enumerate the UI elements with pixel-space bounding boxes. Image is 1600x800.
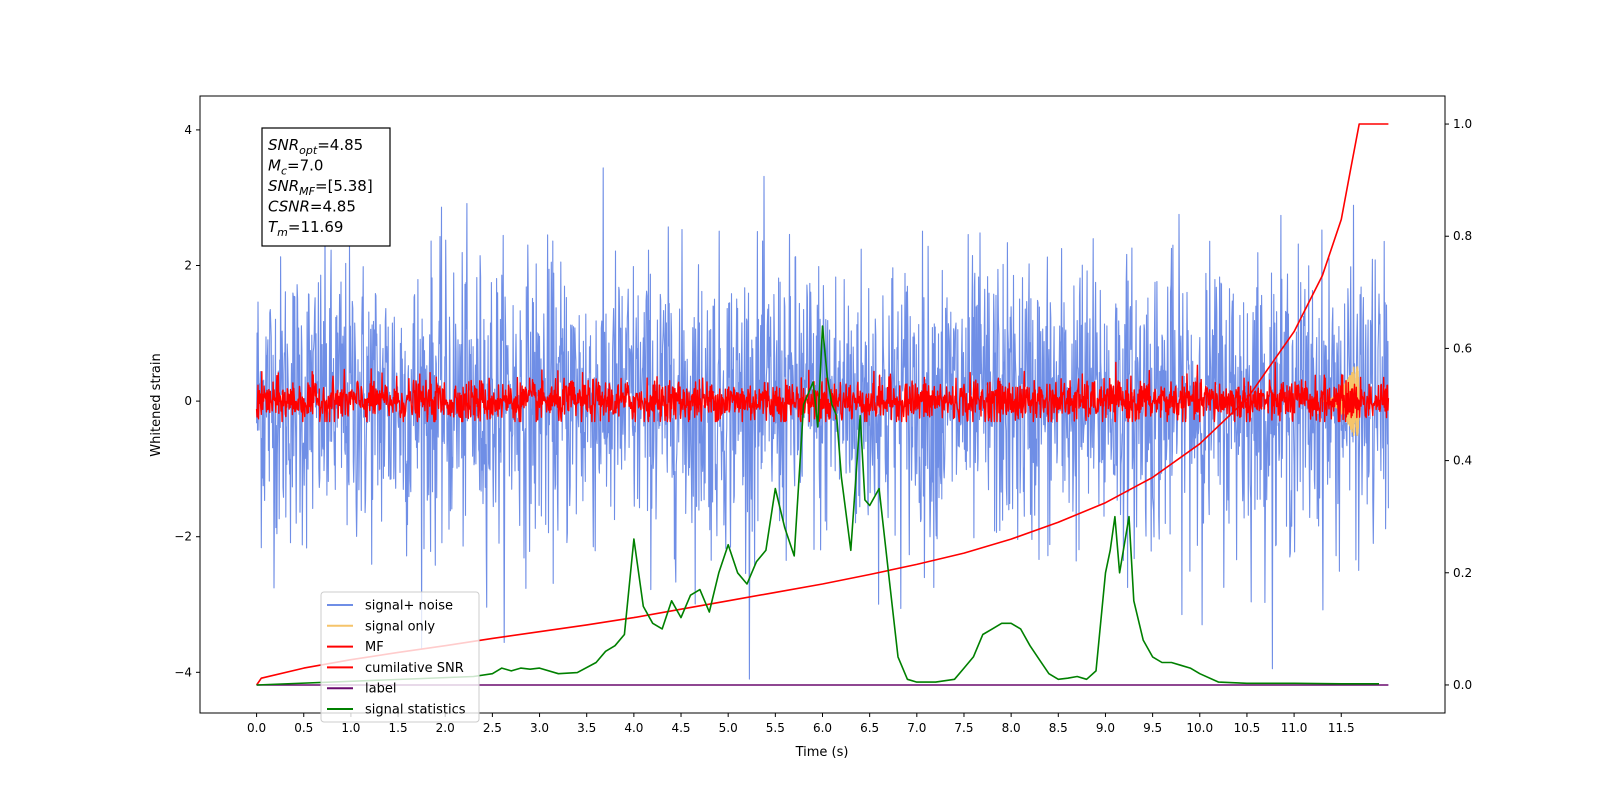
x-tick-label: 4.0: [624, 721, 643, 735]
annotation-subscript: opt: [299, 144, 318, 157]
legend-label: signal statistics: [365, 703, 466, 718]
y-axis-right: 0.0 0.2 0.4 0.6 0.8 1.0: [1445, 117, 1472, 692]
annotation-line: SNRopt=4.85: [268, 136, 363, 157]
annotation-symbol: M: [268, 157, 281, 175]
y2-tick-label: 0.8: [1453, 229, 1472, 243]
legend: signal+ noise signal only MF cumilative SNR…: [320, 591, 480, 723]
x-tick-label: 11.5: [1328, 721, 1355, 735]
annotation-line: CSNR=4.85: [268, 198, 356, 216]
x-tick-label: 8.5: [1049, 721, 1068, 735]
annotation-symbol: T: [268, 218, 279, 236]
x-tick-label: 6.5: [860, 721, 879, 735]
annotation-value: =[5.38]: [315, 177, 373, 195]
x-tick-label: 10.5: [1234, 721, 1261, 735]
y-axis-left: −4 −2 0 2 4: [174, 123, 200, 679]
y-tick-label: 0: [184, 394, 192, 408]
annotation-line: SNRMF=[5.38]: [268, 177, 373, 198]
x-tick-label: 8.0: [1002, 721, 1021, 735]
legend-label: label: [365, 682, 396, 697]
signal-statistics-series-line: [256, 325, 1379, 686]
annotation-box: SNRopt=4.85Mc=7.0SNRMF=[5.38]CSNR=4.85Tm…: [261, 127, 391, 247]
y-tick-label: −2: [174, 530, 192, 544]
y2-tick-label: 0.4: [1453, 454, 1472, 468]
annotation-value: =7.0: [287, 157, 323, 175]
x-tick-label: 5.5: [766, 721, 785, 735]
annotation-subscript: m: [277, 226, 288, 239]
x-tick-label: 0.0: [247, 721, 266, 735]
annotation-line: Mc=7.0: [268, 157, 323, 178]
y2-tick-label: 0.0: [1453, 678, 1472, 692]
x-tick-label: 7.0: [907, 721, 926, 735]
annotation-frame: [261, 127, 391, 247]
x-tick-label: 6.0: [813, 721, 832, 735]
x-tick-label: 2.5: [483, 721, 502, 735]
x-tick-label: 0.5: [294, 721, 313, 735]
legend-label: signal only: [365, 619, 435, 634]
x-tick-label: 3.5: [577, 721, 596, 735]
x-tick-label: 1.0: [341, 721, 360, 735]
annotation-line: Tm=11.69: [268, 218, 343, 239]
legend-label: signal+ noise: [365, 599, 453, 614]
x-tick-label: 3.0: [530, 721, 549, 735]
x-tick-label: 5.0: [719, 721, 738, 735]
y-axis-title: Whitened strain: [149, 353, 164, 456]
annotation-symbol: SNR: [268, 136, 299, 154]
x-tick-label: 9.0: [1096, 721, 1115, 735]
y-tick-label: 4: [184, 123, 192, 137]
x-tick-label: 2.0: [436, 721, 455, 735]
annotation-subscript: MF: [299, 185, 315, 198]
legend-label: MF: [365, 640, 384, 655]
x-tick-label: 1.5: [389, 721, 408, 735]
y2-tick-label: 0.6: [1453, 341, 1472, 355]
x-axis-title: Time (s): [795, 745, 849, 760]
annotation-symbol: CSNR: [268, 198, 310, 216]
y2-tick-label: 1.0: [1453, 117, 1472, 131]
annotation-value: =11.69: [288, 218, 344, 236]
annotation-value: =4.85: [310, 198, 356, 216]
x-tick-label: 11.0: [1281, 721, 1308, 735]
y-tick-label: 2: [184, 259, 192, 273]
x-tick-label: 4.5: [671, 721, 690, 735]
signal-noise-series-line: [256, 167, 1389, 680]
y2-tick-label: 0.2: [1453, 566, 1472, 580]
mf-series-line: [255, 361, 1390, 423]
x-tick-label: 7.5: [954, 721, 973, 735]
x-tick-label: 10.0: [1186, 721, 1213, 735]
legend-frame: [320, 591, 480, 723]
y-tick-label: −4: [174, 665, 192, 679]
annotation-subscript: c: [281, 165, 287, 178]
x-axis: 0.0 0.5 1.0 1.5 2.0 2.5 3.0 3.5 4.0 4.5 5.0 5.5 6.0 6…: [247, 713, 1355, 735]
x-tick-label: 9.5: [1143, 721, 1162, 735]
legend-label: cumilative SNR: [365, 661, 464, 676]
annotation-symbol: SNR: [268, 177, 299, 195]
annotation-value: =4.85: [317, 136, 363, 154]
